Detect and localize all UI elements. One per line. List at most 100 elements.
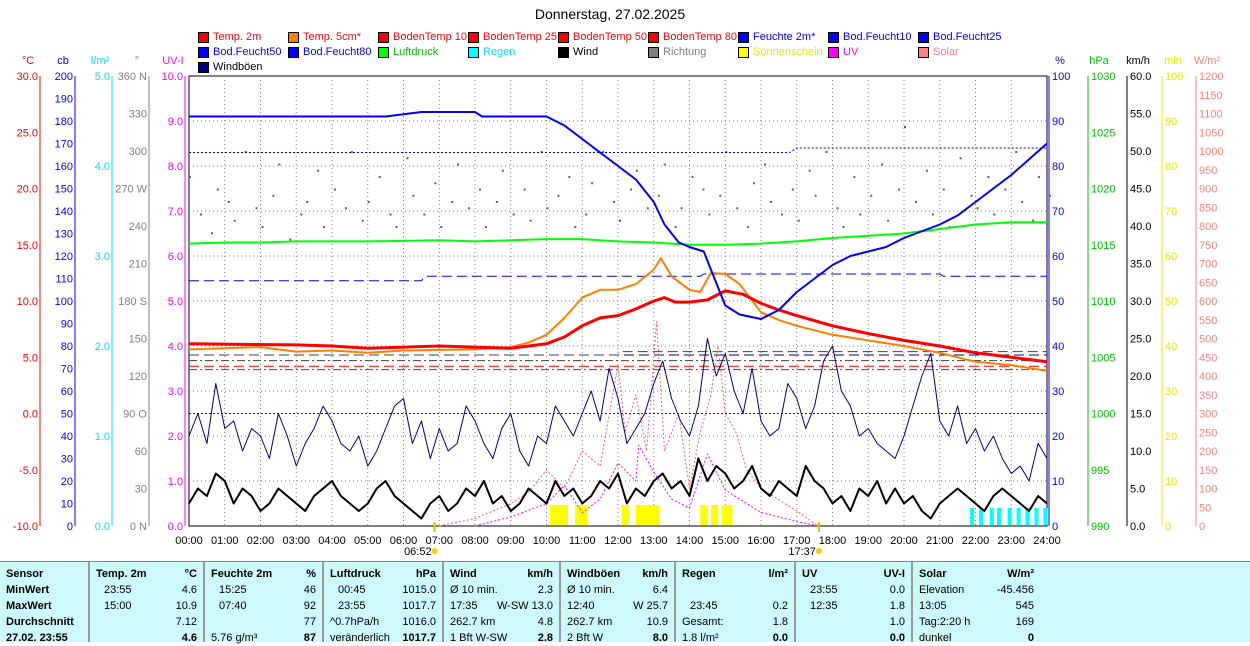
legend-item: BodenTemp 25 [468, 31, 557, 43]
table-row: 7.12 [96, 614, 197, 630]
cell-label: 15:00 [104, 600, 132, 612]
sunset-icon [815, 548, 822, 554]
cell-value: W-SW 13.0 [496, 600, 553, 612]
direction-dot [591, 182, 594, 185]
column-header: Luftdruck hPa [330, 566, 436, 582]
column-unit: °C [184, 568, 197, 580]
sunrise-icon [431, 548, 438, 554]
axis-tick-label: 0.0 [23, 409, 38, 421]
cell-value: 169 [1015, 616, 1034, 628]
direction-dot [468, 207, 471, 210]
column-unit: km/h [527, 568, 553, 580]
axis-tick-label: 1200 [1199, 71, 1223, 83]
axis-tick-label: 330 [129, 109, 147, 121]
legend-item: Wind [558, 46, 598, 58]
axis-tick-label: 160 [55, 161, 73, 173]
cell-label: 5.76 g/m³ [211, 632, 258, 644]
legend-swatch [558, 31, 569, 43]
axis-tick-label: 6.0 [168, 251, 183, 263]
cell-value: 8.0 [652, 632, 668, 644]
direction-dot [479, 188, 481, 191]
axis-tick-label: 60 [1052, 251, 1064, 263]
column-unit: UV-I [883, 568, 905, 580]
table-row: 262.7 km 10.9 [567, 614, 668, 630]
axis-tick-label: 150 [1199, 465, 1217, 477]
axis-tick-label: 20 [61, 476, 73, 488]
direction-dot [216, 188, 219, 191]
axis-tick-label: 25.0 [17, 127, 38, 139]
axis-tick-label: 45.0 [1130, 184, 1151, 196]
series-bod-feucht25 [189, 273, 1047, 282]
legend-item: Bod.Feucht10 [828, 31, 912, 43]
axis-tick-label: 200 [1199, 446, 1217, 458]
column-unit: W/m² [1007, 568, 1034, 580]
x-tick-label: 12:00 [604, 535, 632, 547]
axis-tick-label: 2.0 [168, 431, 183, 443]
weather-chart: °C 30.0 25.0 20.0 15.0 10.0 5.0 0.0 -5.0 -10.0 cb 2… [13, 55, 1224, 558]
axis-tick-label: 300 [1199, 409, 1217, 421]
x-tick-label: 11:00 [569, 535, 596, 547]
legend-swatch [648, 46, 659, 58]
table-row: veränderlich 1017.7 [330, 630, 436, 646]
axis-tick-label: 1100 [1199, 109, 1223, 121]
series-solar [439, 321, 819, 527]
rain-bar [1007, 508, 1012, 525]
cell-value: 1015.0 [402, 584, 436, 596]
cell-value: 0.2 [772, 600, 788, 612]
direction-dot [736, 207, 739, 210]
column-title: Feuchte 2m [211, 568, 273, 580]
axis-tick-label: 60.0 [1130, 71, 1151, 83]
table-row: 23:45 0.2 [682, 598, 788, 614]
direction-dot [378, 176, 381, 178]
legend-swatch [378, 46, 389, 58]
legend-label: Regen [483, 46, 516, 58]
legend-item: Bod.Feucht50 [198, 46, 282, 58]
direction-dot [619, 219, 621, 222]
sunshine-bar [635, 505, 660, 525]
axis-tick-label: 210 [129, 259, 147, 271]
column-header: Wind km/h [450, 566, 553, 582]
direction-dot [350, 151, 353, 153]
direction-dot [769, 201, 772, 203]
direction-dot [925, 169, 928, 172]
axis-tick-label: 3.0 [95, 251, 110, 263]
legend-label: Bod.Feucht50 [213, 46, 282, 58]
stats-column: UV UV-I 23:55 0.0 12:35 1.8 1.0 0.0 [796, 562, 913, 644]
axis-tick-label: 30.0 [17, 71, 38, 83]
direction-dot [629, 188, 632, 191]
cell-label: dunkel [919, 632, 952, 644]
table-row: 15:25 46 [211, 582, 316, 598]
legend-item: BodenTemp 80 [648, 31, 737, 43]
axis-tick-label: 35.0 [1130, 259, 1151, 271]
series-bodentemp-50 [189, 351, 1047, 356]
direction-dot [227, 201, 230, 203]
axis-tick-label: 90 [61, 319, 73, 331]
direction-dot [199, 213, 202, 216]
axis-tick-label: 0 [1165, 521, 1171, 533]
direction-dot [512, 213, 515, 216]
direction-dot [233, 219, 236, 222]
direction-dot [870, 194, 873, 197]
direction-dot [1038, 176, 1041, 178]
axis-tick-label: 1015 [1091, 240, 1115, 252]
x-tick-label: 08:00 [461, 535, 489, 547]
x-tick-label: 22:00 [962, 535, 990, 547]
direction-dot [970, 194, 973, 197]
axis-tick-label: 1020 [1091, 184, 1115, 196]
legend-item: Richtung [648, 46, 706, 58]
cell-label: 23:55 [810, 584, 838, 596]
cell-label: 1 Bft W-SW [450, 632, 508, 644]
table-row: 77 [211, 614, 316, 630]
stats-column: Windböen km/h Ø 10 min. 6.4 12:40 W 25.7 262.7… [561, 562, 676, 644]
axis-tick-label: 700 [1199, 259, 1217, 271]
axis-tick-label: 70 [1052, 206, 1064, 218]
column-unit: hPa [415, 568, 436, 580]
cell-value: 10.9 [646, 616, 668, 628]
cell-value: -45.456 [996, 584, 1034, 596]
rain-bar [996, 508, 1001, 525]
column-header: UV UV-I [802, 566, 905, 582]
axis-tick-label: 20.0 [17, 184, 38, 196]
stats-column: Temp. 2m °C 23:55 4.6 15:00 10.9 7.12 4.6 [90, 562, 205, 644]
direction-dot [1004, 188, 1007, 191]
axis-tick-label: 170 [55, 139, 73, 151]
